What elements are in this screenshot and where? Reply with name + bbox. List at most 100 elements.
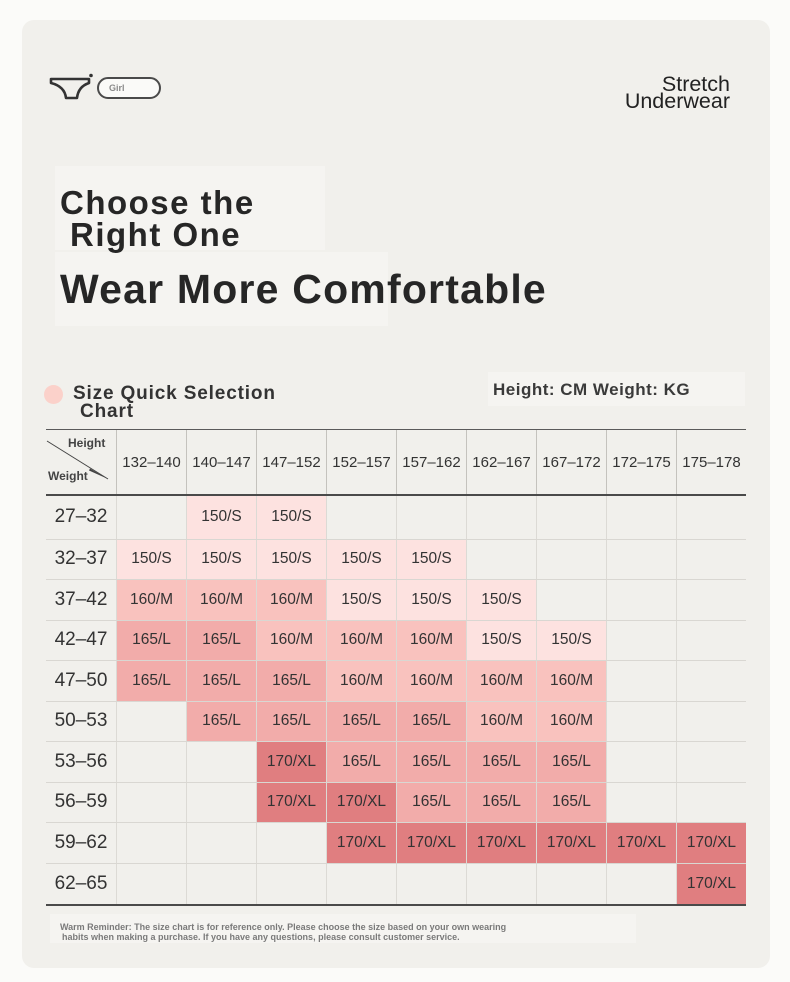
empty-cell: [536, 863, 606, 904]
table-row: 47–50 165/L 165/L 165/L 160/M 160/M 160/M 160/M: [46, 661, 746, 702]
empty-cell: [116, 701, 186, 741]
table-body: 27–32 150/S 150/S 32–37 150/S 150/S 150/S 150/S…: [46, 496, 746, 904]
size-cell: 160/M: [186, 580, 256, 620]
empty-cell: [186, 742, 256, 782]
dot-icon: [44, 385, 63, 404]
table-row: 50–53 165/L 165/L 165/L 165/L 160/M 160/M: [46, 701, 746, 742]
size-cell: 165/L: [536, 742, 606, 782]
size-chart-table: Height Weight 132–140 140–147 147–152 152–1…: [46, 429, 746, 906]
size-cell: 160/M: [396, 620, 466, 660]
product-name-line: Stretch: [661, 72, 730, 96]
empty-cell: [676, 620, 746, 660]
height-range-label: 152–157: [326, 430, 396, 494]
size-cell: 150/S: [326, 539, 396, 579]
empty-cell: [256, 823, 326, 863]
empty-cell: [676, 661, 746, 701]
footer-backdrop: [50, 914, 636, 943]
size-cell: 165/L: [116, 620, 186, 660]
table-row: 53–56 170/XL 165/L 165/L 165/L 165/L: [46, 742, 746, 783]
size-cell: 165/L: [536, 782, 606, 822]
chart-title-line: Size Quick Selection: [73, 383, 276, 404]
empty-cell: [116, 823, 186, 863]
size-cell: 150/S: [466, 620, 536, 660]
height-range-label: 157–162: [396, 430, 466, 494]
empty-cell: [186, 863, 256, 904]
size-cell: 165/L: [186, 701, 256, 741]
weight-range-label: 50–53: [54, 710, 108, 732]
empty-cell: [606, 620, 676, 660]
size-cell: 150/S: [186, 539, 256, 579]
units-backdrop: [488, 372, 745, 406]
reminder-line: Warm Reminder: The size chart is for ref…: [60, 922, 507, 932]
empty-cell: [676, 539, 746, 579]
size-cell: 170/XL: [536, 823, 606, 863]
table-corner-cell: Height Weight: [46, 430, 116, 494]
height-range-label: 175–178: [676, 430, 746, 494]
size-cell: 165/L: [256, 701, 326, 741]
height-range-label: 162–167: [466, 430, 536, 494]
empty-cell: [606, 863, 676, 904]
size-cell: 170/XL: [396, 823, 466, 863]
diagonal-divider: [46, 440, 109, 480]
size-cell: 160/M: [536, 661, 606, 701]
empty-cell: [676, 742, 746, 782]
table-row: 59–62 170/XL 170/XL 170/XL 170/XL 170/XL 170/X…: [46, 823, 746, 864]
size-cell: 150/S: [116, 539, 186, 579]
column-axis-label: Height: [68, 436, 106, 450]
empty-cell: [536, 539, 606, 579]
empty-cell: [116, 863, 186, 904]
size-cell: 170/XL: [676, 863, 746, 904]
size-cell: 165/L: [396, 782, 466, 822]
units-label: Height: CM Weight: KG: [493, 380, 691, 399]
empty-cell: [606, 742, 676, 782]
size-cell: 165/L: [396, 701, 466, 741]
chart-title-line: Chart: [80, 401, 134, 422]
empty-cell: [396, 863, 466, 904]
size-cell: 160/M: [536, 701, 606, 741]
empty-cell: [676, 496, 746, 539]
size-cell: 165/L: [186, 661, 256, 701]
empty-cell: [256, 863, 326, 904]
empty-cell: [116, 496, 186, 539]
empty-cell: [536, 580, 606, 620]
height-range-label: 147–152: [256, 430, 326, 494]
size-cell: 170/XL: [256, 742, 326, 782]
empty-cell: [326, 496, 396, 539]
size-cell: 150/S: [396, 539, 466, 579]
size-cell: 165/L: [186, 620, 256, 660]
headline-line-1: Choose the: [60, 184, 255, 221]
product-name-line: Underwear: [624, 89, 730, 113]
chart-title: Size Quick Selection Chart: [73, 383, 276, 422]
size-cell: 170/XL: [606, 823, 676, 863]
weight-range-label: 27–32: [54, 506, 108, 528]
size-cell: 165/L: [396, 742, 466, 782]
tagline-backdrop: [55, 252, 388, 326]
size-cell: 170/XL: [326, 782, 396, 822]
empty-cell: [606, 661, 676, 701]
height-range-label: 140–147: [186, 430, 256, 494]
category-tag: Girl: [97, 77, 161, 99]
empty-cell: [186, 782, 256, 822]
empty-cell: [606, 496, 676, 539]
table-row: 27–32 150/S 150/S: [46, 496, 746, 540]
height-range-label: 167–172: [536, 430, 606, 494]
empty-cell: [606, 701, 676, 741]
empty-cell: [116, 742, 186, 782]
table-row: 32–37 150/S 150/S 150/S 150/S 150/S: [46, 539, 746, 580]
reminder-line: habits when making a purchase. If you ha…: [62, 932, 460, 942]
empty-cell: [466, 496, 536, 539]
size-cell: 165/L: [326, 701, 396, 741]
size-cell: 150/S: [466, 580, 536, 620]
weight-range-label: 42–47: [54, 629, 108, 651]
size-cell: 150/S: [396, 580, 466, 620]
empty-cell: [466, 539, 536, 579]
empty-cell: [606, 539, 676, 579]
empty-cell: [326, 863, 396, 904]
size-cell: 160/M: [466, 661, 536, 701]
empty-cell: [396, 496, 466, 539]
size-cell: 170/XL: [326, 823, 396, 863]
empty-cell: [186, 823, 256, 863]
table-header-row: Height Weight 132–140 140–147 147–152 152–1…: [46, 430, 746, 496]
empty-cell: [116, 782, 186, 822]
size-cell: 160/M: [326, 661, 396, 701]
